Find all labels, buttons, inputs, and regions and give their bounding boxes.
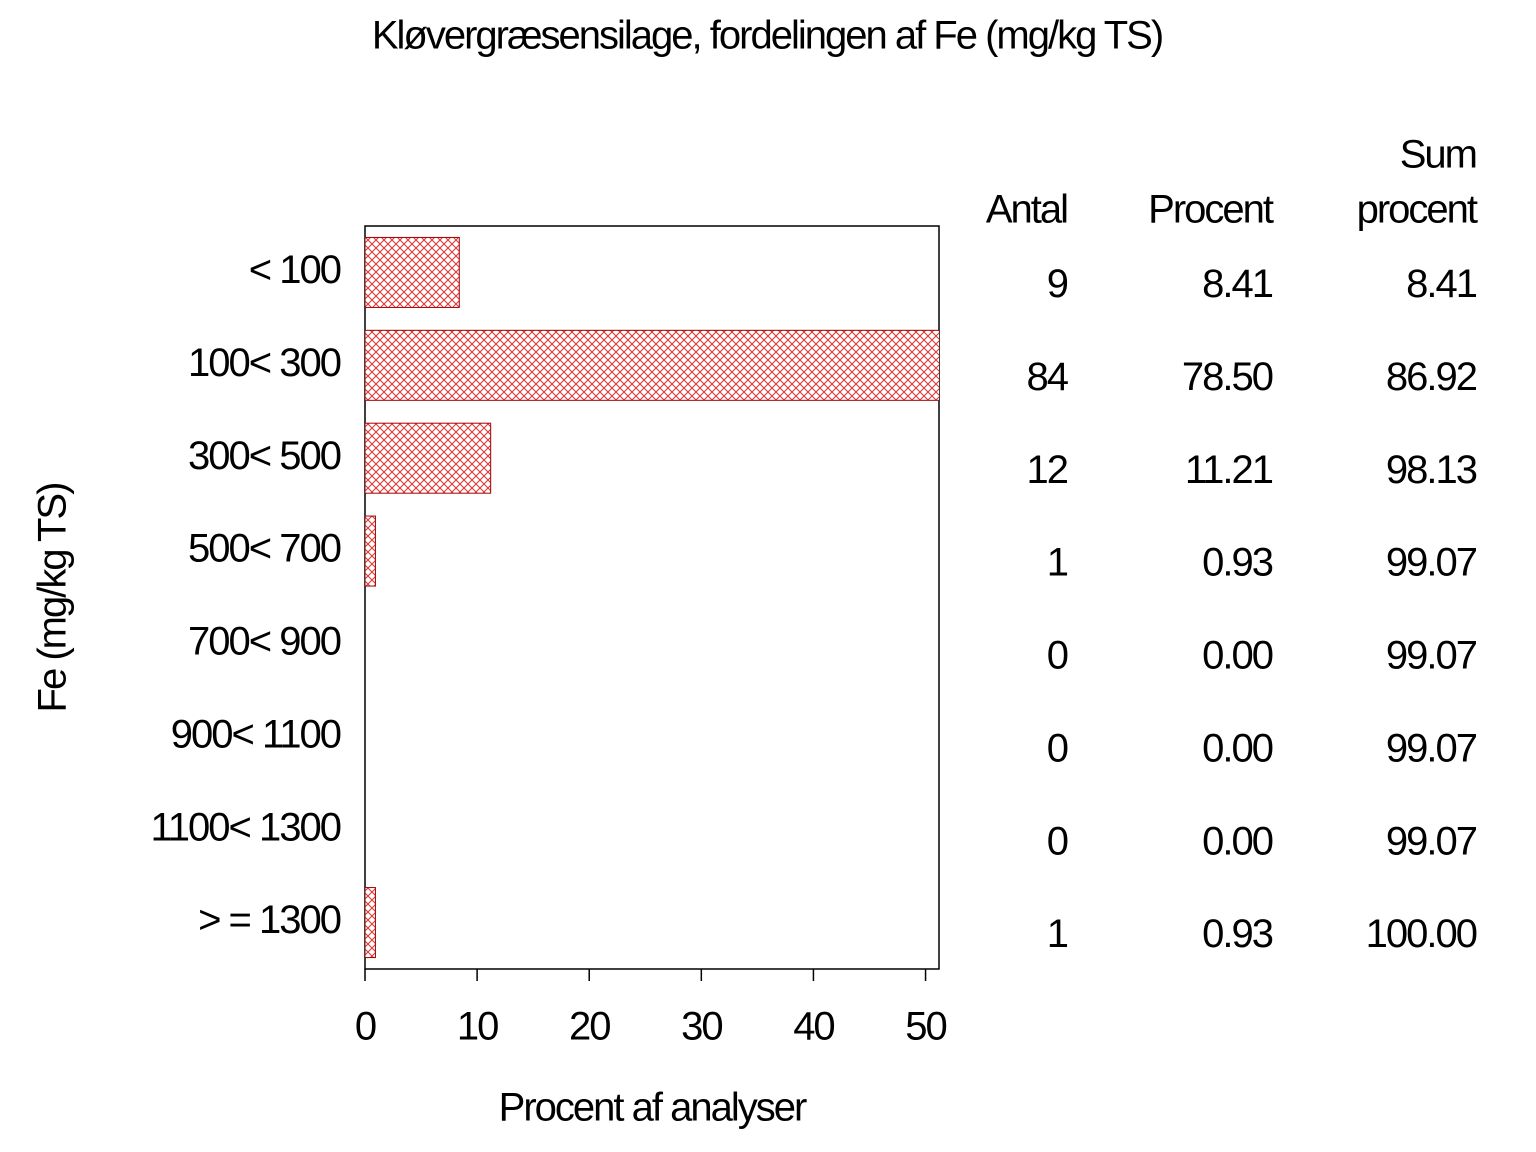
- table-percent: 0.93: [1202, 912, 1273, 956]
- table-header: procent: [1357, 188, 1478, 232]
- y-tick-label: 300< 500: [188, 434, 341, 478]
- plot-frame: [364, 225, 940, 970]
- x-tick-label: 20: [569, 1005, 610, 1049]
- x-tick-label: 50: [905, 1005, 946, 1049]
- table-cumulative: 8.41: [1406, 262, 1477, 306]
- table-count: 9: [1047, 262, 1068, 306]
- table-percent: 8.41: [1202, 262, 1273, 306]
- table-cumulative: 99.07: [1386, 541, 1477, 585]
- y-tick-label: 1100< 1300: [151, 805, 341, 849]
- x-tick-label: 30: [681, 1005, 722, 1049]
- y-tick-label: > = 1300: [198, 898, 341, 942]
- table-header: Antal: [986, 188, 1067, 232]
- bar: [365, 887, 376, 959]
- y-tick-label: 900< 1100: [171, 712, 341, 756]
- table-cumulative: 99.07: [1386, 819, 1477, 863]
- table-count: 0: [1047, 634, 1068, 678]
- bar: [365, 236, 460, 308]
- x-tick-label: 0: [355, 1005, 376, 1049]
- bars: [365, 236, 939, 959]
- x-tick-label: 10: [457, 1005, 498, 1049]
- table-percent: 0.00: [1202, 726, 1273, 770]
- table-count: 1: [1047, 541, 1068, 585]
- chart-title: Kløvergræsensilage, fordelingen af Fe (m…: [372, 14, 1162, 58]
- table-cumulative: 86.92: [1386, 355, 1477, 399]
- y-tick-label: < 100: [249, 248, 341, 292]
- table-count: 0: [1047, 726, 1068, 770]
- table-percent: 11.21: [1185, 448, 1273, 492]
- table-cumulative: 100.00: [1366, 912, 1477, 956]
- y-tick-label: 500< 700: [188, 527, 341, 571]
- table-count: 84: [1027, 355, 1069, 399]
- y-axis-label: Fe (mg/kg TS): [31, 484, 75, 713]
- table-header: Sum: [1400, 133, 1476, 177]
- table-count: 0: [1047, 819, 1068, 863]
- table-percent: 0.00: [1202, 634, 1273, 678]
- table-percent: 0.93: [1202, 541, 1273, 585]
- y-tick-label: 100< 300: [188, 341, 341, 385]
- x-axis-label: Procent af analyser: [499, 1086, 807, 1130]
- table-count: 1: [1047, 912, 1068, 956]
- y-tick-label: 700< 900: [188, 620, 341, 664]
- table-cumulative: 99.07: [1386, 726, 1477, 770]
- table-percent: 78.50: [1182, 355, 1273, 399]
- bar: [365, 515, 376, 587]
- table-count: 12: [1027, 448, 1068, 492]
- bar: [365, 422, 492, 494]
- table-percent: 0.00: [1202, 819, 1273, 863]
- table-header: Procent: [1148, 188, 1274, 232]
- table-cumulative: 98.13: [1386, 448, 1477, 492]
- x-tick-label: 40: [793, 1005, 834, 1049]
- table-cumulative: 99.07: [1386, 634, 1477, 678]
- bar: [365, 329, 939, 401]
